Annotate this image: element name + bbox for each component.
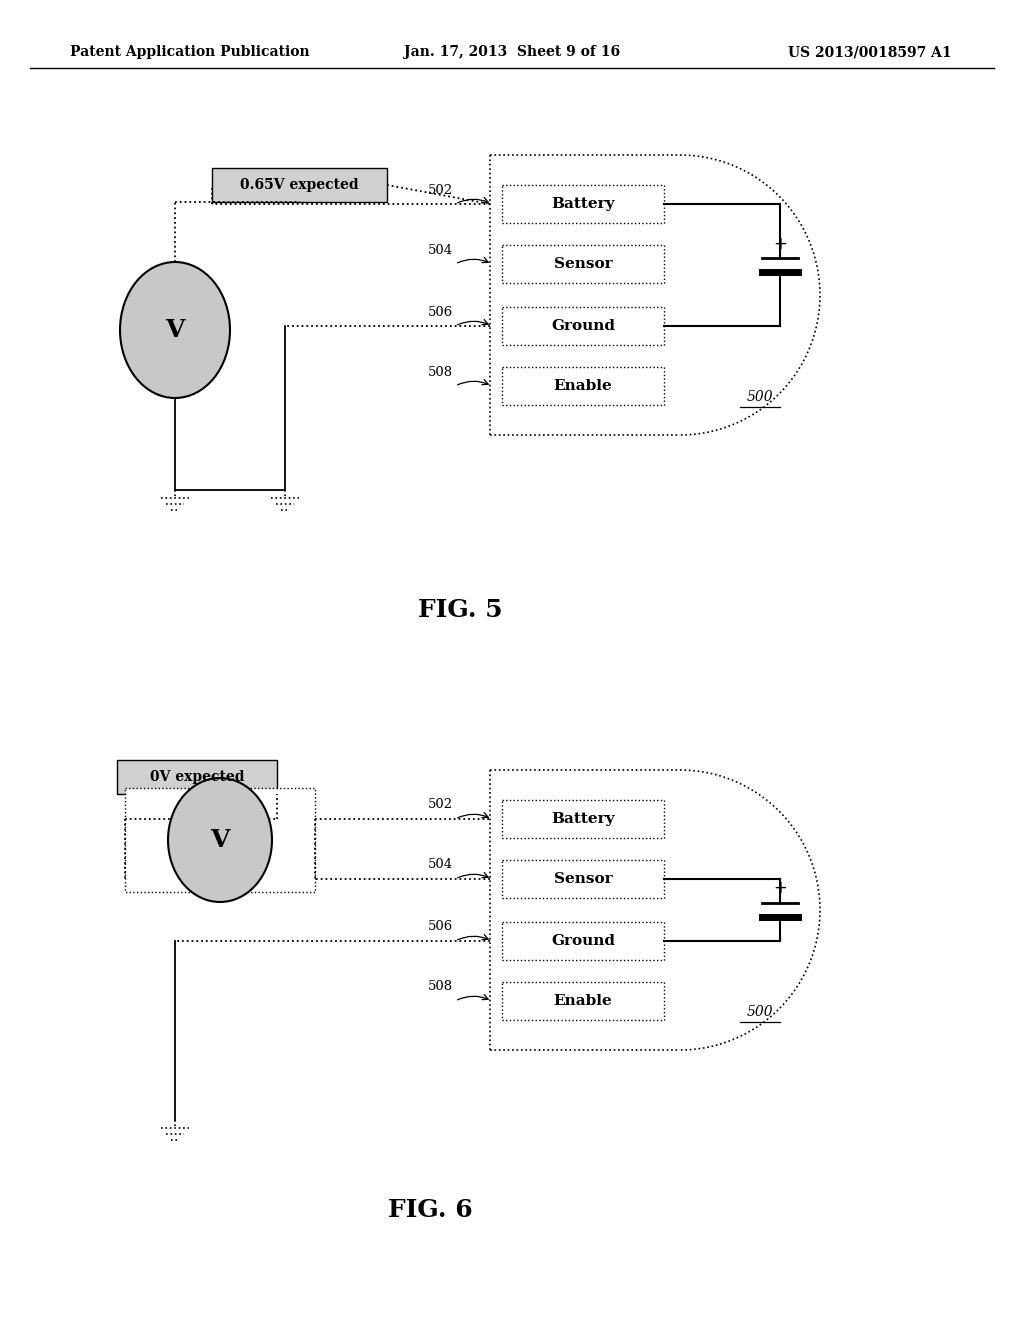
- Ellipse shape: [120, 261, 230, 399]
- Text: Ground: Ground: [551, 319, 615, 333]
- Text: Enable: Enable: [554, 379, 612, 393]
- Text: 502: 502: [428, 799, 453, 812]
- FancyBboxPatch shape: [125, 788, 315, 892]
- Text: 500: 500: [746, 389, 773, 404]
- Text: 506: 506: [428, 305, 453, 318]
- Text: Battery: Battery: [551, 197, 614, 211]
- Text: Sensor: Sensor: [554, 257, 612, 271]
- Text: 0.65V expected: 0.65V expected: [241, 178, 358, 191]
- Text: Battery: Battery: [551, 812, 614, 826]
- Text: 504: 504: [428, 858, 453, 871]
- Text: 502: 502: [428, 183, 453, 197]
- Text: FIG. 5: FIG. 5: [418, 598, 503, 622]
- Text: 504: 504: [428, 243, 453, 256]
- FancyBboxPatch shape: [502, 308, 664, 345]
- FancyBboxPatch shape: [502, 800, 664, 838]
- Text: Jan. 17, 2013  Sheet 9 of 16: Jan. 17, 2013 Sheet 9 of 16: [403, 45, 621, 59]
- Text: V: V: [165, 318, 184, 342]
- Text: 508: 508: [428, 366, 453, 379]
- FancyBboxPatch shape: [502, 246, 664, 282]
- Text: Ground: Ground: [551, 935, 615, 948]
- Text: +: +: [773, 235, 786, 253]
- Text: 0V expected: 0V expected: [150, 770, 245, 784]
- Text: +: +: [773, 879, 786, 898]
- FancyBboxPatch shape: [502, 921, 664, 960]
- Text: Patent Application Publication: Patent Application Publication: [71, 45, 310, 59]
- Text: Enable: Enable: [554, 994, 612, 1008]
- Ellipse shape: [168, 777, 272, 902]
- Text: Sensor: Sensor: [554, 873, 612, 886]
- FancyBboxPatch shape: [502, 982, 664, 1020]
- FancyBboxPatch shape: [212, 168, 387, 202]
- Text: 500: 500: [746, 1005, 773, 1019]
- Text: 506: 506: [428, 920, 453, 933]
- FancyBboxPatch shape: [502, 367, 664, 405]
- Text: 508: 508: [428, 981, 453, 994]
- FancyBboxPatch shape: [502, 185, 664, 223]
- Text: V: V: [210, 828, 229, 851]
- FancyBboxPatch shape: [117, 760, 278, 795]
- FancyBboxPatch shape: [502, 861, 664, 898]
- Text: US 2013/0018597 A1: US 2013/0018597 A1: [788, 45, 952, 59]
- Text: FIG. 6: FIG. 6: [388, 1199, 472, 1222]
